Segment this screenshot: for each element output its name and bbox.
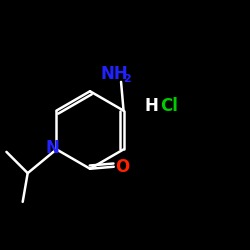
Text: N: N [45,139,59,157]
Text: O: O [115,158,129,176]
Text: 2: 2 [124,74,131,84]
Text: NH: NH [101,65,129,84]
Text: Cl: Cl [160,97,178,115]
Text: H: H [145,97,159,115]
